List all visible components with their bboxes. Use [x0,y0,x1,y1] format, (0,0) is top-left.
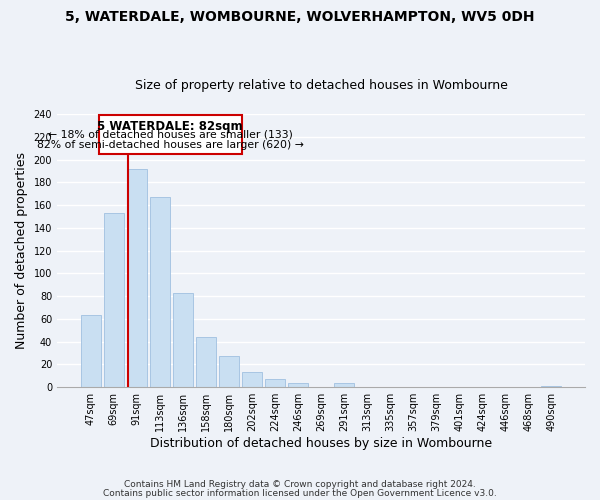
Bar [150,197,170,387]
Bar [219,356,239,387]
Title: Size of property relative to detached houses in Wombourne: Size of property relative to detached ho… [134,79,508,92]
Text: Contains public sector information licensed under the Open Government Licence v3: Contains public sector information licen… [103,489,497,498]
Bar [288,382,308,387]
Bar [242,372,262,387]
FancyBboxPatch shape [99,115,242,154]
Bar [81,316,101,387]
Text: 82% of semi-detached houses are larger (620) →: 82% of semi-detached houses are larger (… [37,140,304,150]
Bar [127,168,146,387]
Bar [196,337,216,387]
Text: ← 18% of detached houses are smaller (133): ← 18% of detached houses are smaller (13… [48,130,293,140]
X-axis label: Distribution of detached houses by size in Wombourne: Distribution of detached houses by size … [150,437,492,450]
Bar [334,382,354,387]
Bar [541,386,561,387]
Text: Contains HM Land Registry data © Crown copyright and database right 2024.: Contains HM Land Registry data © Crown c… [124,480,476,489]
Text: 5 WATERDALE: 82sqm: 5 WATERDALE: 82sqm [97,120,243,132]
Text: 5, WATERDALE, WOMBOURNE, WOLVERHAMPTON, WV5 0DH: 5, WATERDALE, WOMBOURNE, WOLVERHAMPTON, … [65,10,535,24]
Bar [104,213,124,387]
Bar [265,379,285,387]
Y-axis label: Number of detached properties: Number of detached properties [15,152,28,349]
Bar [173,292,193,387]
